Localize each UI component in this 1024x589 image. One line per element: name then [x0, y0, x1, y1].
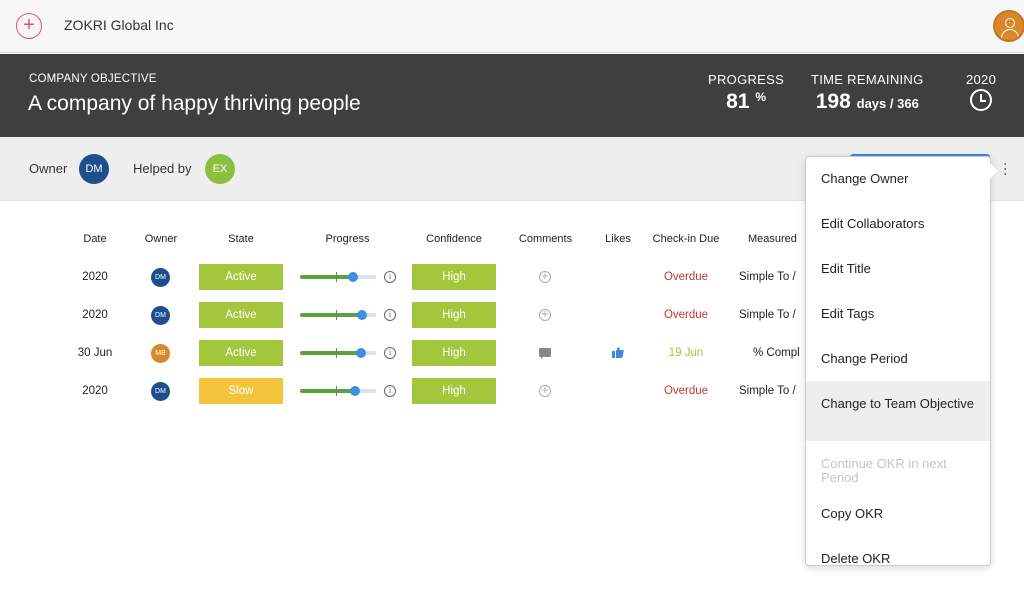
- user-avatar-icon[interactable]: [993, 10, 1024, 42]
- menu-item-label: Edit Collaborators: [821, 216, 925, 231]
- thumbs-up-icon[interactable]: [612, 347, 624, 358]
- menu-item-label: Delete OKR: [821, 551, 891, 566]
- options-menu: Change Owner Edit Collaborators Edit Title…: [805, 156, 991, 566]
- header-confidence: Confidence: [426, 233, 482, 245]
- row-measured: Simple To /: [739, 271, 796, 283]
- owner-avatar[interactable]: DM: [79, 154, 109, 184]
- comment-icon[interactable]: [539, 348, 551, 359]
- menu-item-label: Edit Title: [821, 261, 871, 276]
- add-comment-icon[interactable]: +: [539, 309, 551, 321]
- objective-banner: COMPANY OBJECTIVE A company of happy thr…: [0, 54, 1024, 137]
- row-confidence-badge[interactable]: High: [412, 302, 496, 328]
- progress-unit: %: [755, 90, 766, 104]
- row-confidence-badge[interactable]: High: [412, 264, 496, 290]
- row-state-badge[interactable]: Active: [199, 340, 283, 366]
- header-comments: Comments: [518, 233, 573, 245]
- helped-by-label: Helped by: [133, 161, 192, 176]
- row-checkin-due: Overdue: [663, 271, 709, 283]
- time-remaining-value: 198: [815, 90, 851, 113]
- time-remaining-unit: days / 366: [856, 96, 919, 111]
- row-owner-avatar[interactable]: DM: [151, 382, 170, 401]
- row-owner-avatar[interactable]: DM: [151, 306, 170, 325]
- header-state: State: [228, 233, 254, 245]
- period-label: 2020: [966, 72, 997, 87]
- row-state-badge[interactable]: Active: [199, 264, 283, 290]
- menu-item-edit-collaborators[interactable]: Edit Collaborators: [806, 216, 990, 232]
- row-owner-avatar[interactable]: MB: [151, 344, 170, 363]
- info-icon[interactable]: i: [384, 271, 396, 283]
- objective-title[interactable]: A company of happy thriving people: [28, 92, 361, 115]
- row-state-badge[interactable]: Slow: [199, 378, 283, 404]
- header-measured: Measured: [748, 233, 797, 245]
- menu-item-label: Copy OKR: [821, 506, 884, 521]
- clock-icon[interactable]: [970, 89, 993, 111]
- menu-item-label: Change Owner: [821, 171, 909, 186]
- row-progress-slider[interactable]: [300, 309, 376, 321]
- menu-item-label: Continue OKR in next Period: [821, 456, 947, 485]
- slider-knob[interactable]: [350, 386, 360, 396]
- menu-item-continue-okr-in-next-period: Continue OKR in next Period: [806, 441, 990, 501]
- header-likes: Likes: [605, 233, 631, 245]
- row-date: 2020: [82, 309, 108, 321]
- menu-pointer: [989, 162, 998, 180]
- more-options-icon[interactable]: · · ·: [1003, 157, 1008, 183]
- owner-label: Owner: [29, 161, 68, 176]
- row-checkin-due: Overdue: [663, 309, 709, 321]
- top-bar: + ZOKRI Global Inc: [0, 0, 1024, 53]
- row-date: 30 Jun: [77, 347, 113, 359]
- header-checkin-due: Check-in Due: [652, 233, 720, 245]
- row-confidence-badge[interactable]: High: [412, 378, 496, 404]
- info-icon[interactable]: i: [384, 385, 396, 397]
- menu-item-label: Change Period: [821, 351, 908, 366]
- menu-item-label: Change to Team Objective: [821, 396, 974, 411]
- time-remaining-stat: TIME REMAINING 198 days / 366: [811, 72, 924, 114]
- menu-item-label: Edit Tags: [821, 306, 875, 321]
- slider-knob[interactable]: [348, 272, 358, 282]
- menu-item-copy-okr[interactable]: Copy OKR: [806, 506, 990, 522]
- header-progress: Progress: [325, 233, 370, 245]
- row-measured: Simple To /: [739, 385, 796, 397]
- add-comment-icon[interactable]: +: [539, 385, 551, 397]
- add-icon[interactable]: +: [16, 13, 42, 39]
- info-icon[interactable]: i: [384, 347, 396, 359]
- row-measured: Simple To /: [739, 309, 796, 321]
- row-date: 2020: [82, 271, 108, 283]
- time-remaining-label: TIME REMAINING: [811, 72, 924, 87]
- slider-knob[interactable]: [357, 310, 367, 320]
- row-state-badge[interactable]: Active: [199, 302, 283, 328]
- progress-value: 81: [726, 90, 750, 113]
- row-checkin-due: 19 Jun: [668, 347, 704, 359]
- header-owner: Owner: [144, 233, 178, 245]
- row-date: 2020: [82, 385, 108, 397]
- add-comment-icon[interactable]: +: [539, 271, 551, 283]
- row-progress-slider[interactable]: [300, 271, 376, 283]
- row-measured: % Compl: [753, 347, 800, 359]
- objective-kicker: COMPANY OBJECTIVE: [29, 73, 157, 85]
- helper-avatar[interactable]: EX: [205, 154, 235, 184]
- period-stat[interactable]: 2020: [966, 72, 996, 116]
- menu-item-edit-title[interactable]: Edit Title: [806, 261, 990, 277]
- menu-item-edit-tags[interactable]: Edit Tags: [806, 306, 990, 322]
- menu-item-change-to-team-objective[interactable]: Change to Team Objective: [806, 381, 990, 441]
- progress-label: PROGRESS: [708, 72, 785, 87]
- row-confidence-badge[interactable]: High: [412, 340, 496, 366]
- row-progress-slider[interactable]: [300, 347, 376, 359]
- info-icon[interactable]: i: [384, 309, 396, 321]
- menu-item-delete-okr[interactable]: Delete OKR: [806, 551, 990, 566]
- menu-item-change-period[interactable]: Change Period: [806, 351, 990, 367]
- slider-knob[interactable]: [356, 348, 366, 358]
- row-progress-slider[interactable]: [300, 385, 376, 397]
- row-checkin-due: Overdue: [663, 385, 709, 397]
- header-date: Date: [83, 233, 107, 245]
- progress-stat: PROGRESS 81 %: [708, 72, 784, 114]
- row-owner-avatar[interactable]: DM: [151, 268, 170, 287]
- menu-item-change-owner[interactable]: Change Owner: [806, 171, 990, 187]
- company-name[interactable]: ZOKRI Global Inc: [64, 17, 174, 33]
